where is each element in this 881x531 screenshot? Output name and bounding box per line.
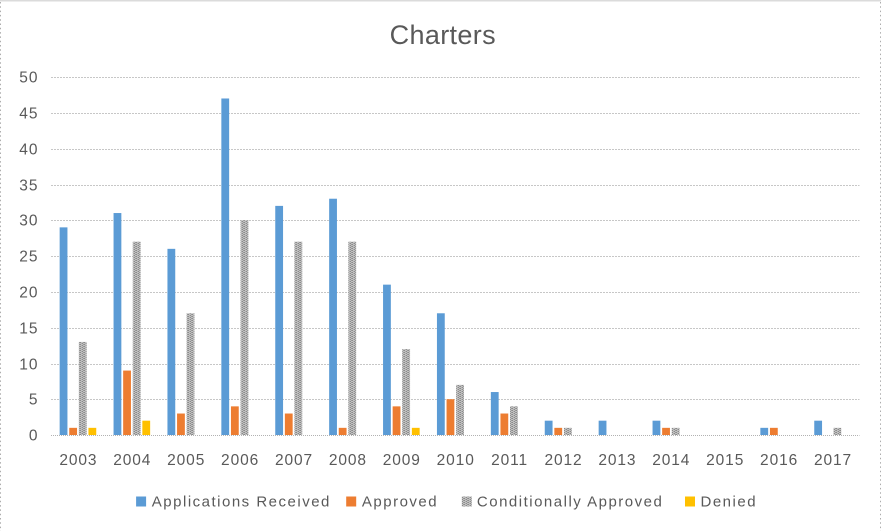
- svg-text:30: 30: [19, 213, 38, 230]
- svg-text:2011: 2011: [491, 452, 528, 469]
- svg-text:45: 45: [19, 106, 38, 123]
- svg-text:0: 0: [29, 428, 39, 445]
- svg-text:10: 10: [19, 357, 38, 374]
- svg-text:2016: 2016: [760, 452, 798, 469]
- svg-text:15: 15: [19, 321, 38, 338]
- svg-text:Charters: Charters: [390, 20, 496, 50]
- svg-text:2005: 2005: [167, 452, 205, 469]
- svg-text:2006: 2006: [221, 452, 259, 469]
- svg-text:2003: 2003: [59, 452, 97, 469]
- svg-text:40: 40: [19, 142, 38, 159]
- svg-text:5: 5: [29, 392, 39, 409]
- svg-text:2012: 2012: [544, 452, 582, 469]
- svg-text:2008: 2008: [329, 452, 367, 469]
- svg-text:50: 50: [19, 70, 38, 87]
- svg-text:Conditionally Approved: Conditionally Approved: [477, 493, 663, 510]
- svg-text:2010: 2010: [437, 452, 475, 469]
- svg-text:2017: 2017: [814, 452, 852, 469]
- svg-text:Applications Received: Applications Received: [152, 493, 331, 510]
- svg-text:35: 35: [19, 178, 38, 195]
- svg-text:20: 20: [19, 285, 38, 302]
- svg-text:2004: 2004: [113, 452, 151, 469]
- svg-text:Approved: Approved: [362, 493, 438, 510]
- svg-text:2013: 2013: [598, 452, 636, 469]
- svg-text:2007: 2007: [275, 452, 313, 469]
- svg-text:2014: 2014: [652, 452, 690, 469]
- svg-text:Denied: Denied: [701, 493, 758, 510]
- svg-text:25: 25: [19, 249, 38, 266]
- svg-text:2009: 2009: [383, 452, 421, 469]
- svg-text:2015: 2015: [706, 452, 744, 469]
